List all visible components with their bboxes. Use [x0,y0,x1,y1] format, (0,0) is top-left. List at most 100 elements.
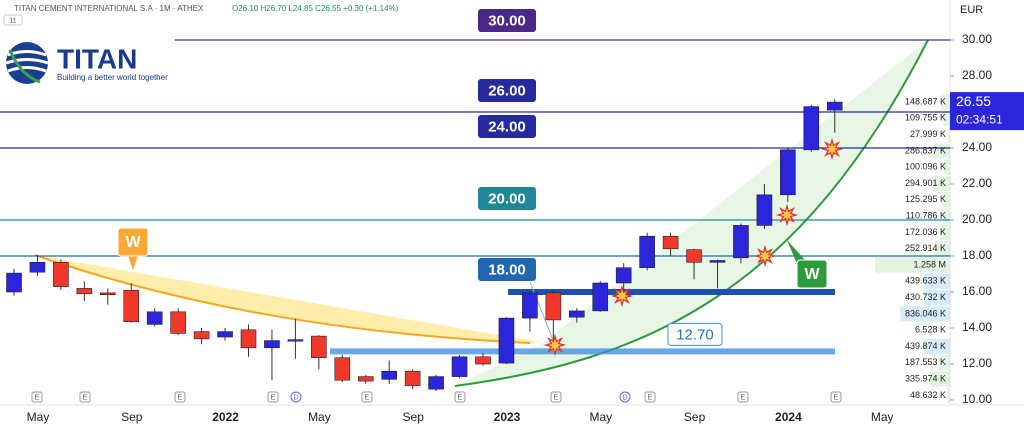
pointer [529,281,554,341]
event-marker [619,391,631,403]
candle-body [568,310,585,318]
candle-body [146,311,163,325]
volume-label: 172.036 K [905,227,946,237]
candle-body [334,357,351,381]
event-label: E [834,394,839,401]
signal-star [820,137,844,161]
marker-box [117,227,149,257]
event-marker [737,391,749,403]
level-label-box [478,79,536,102]
volume-bar [924,289,950,306]
volume-bar [948,126,950,143]
candle-body [756,194,773,226]
candle-body [545,292,562,321]
logo-stripes [8,49,41,84]
event-marker [454,391,466,403]
volume-bar [932,143,950,159]
x-tick-label: Sep [121,410,143,424]
candle-body [709,260,726,263]
volume-label: 100.096 K [905,162,946,172]
candle-body [6,272,22,293]
volume-bar [941,94,950,110]
currency: EUR [960,4,983,16]
volume-label: 836.046 K [905,308,946,318]
candle-body [780,149,796,196]
candle-body [498,317,515,364]
event-marker [361,391,373,403]
event-marker [830,391,842,403]
candle-body [639,235,655,268]
volume-bar [947,387,950,404]
level-label: 24.00 [488,118,526,135]
y-tick-label: 16.00 [962,284,992,298]
yellow-fill [35,255,545,343]
x-tick-label: Sep [684,410,706,424]
event-label: E [35,394,40,401]
candle-body [428,376,444,390]
volume-label: 125.295 K [905,194,946,204]
zone [330,348,835,355]
y-tick-label: 12.00 [962,356,992,370]
volume-bar [932,175,950,192]
volume-bar [938,355,950,371]
marker-label: W [804,266,820,283]
candle-body [240,329,257,349]
candle-body [381,370,398,380]
candle-body [311,335,327,359]
volume-label: 439.874 K [905,341,946,351]
candle-body [475,356,491,365]
marker-label: W [125,234,141,251]
x-tick-label: May [27,410,50,424]
level-label: 30.00 [488,12,526,29]
candle-body [522,292,538,319]
volume-label: 110.786 K [906,210,946,220]
x-tick-label: 2022 [212,410,239,424]
logo-globe [6,42,48,84]
volume-bar [943,208,950,224]
volume-label: 48.632 K [910,390,946,400]
y-tick-label: 30.00 [962,32,992,46]
candle-body [803,106,820,151]
event-marker [79,391,91,403]
volume-bar [923,338,950,355]
volume-label: 148.687 K [905,96,946,106]
drawings [34,39,929,387]
candle-body [170,311,186,334]
level-label-box [478,187,536,210]
y-tick-label: 24.00 [962,140,992,154]
volume-bar [939,224,950,241]
orange-curve [34,254,531,344]
symbol-header: TITAN CEMENT INTERNATIONAL S.A · 1M · AT… [14,4,204,13]
candle-body [53,261,69,287]
volume-label: 187.553 K [905,357,946,367]
candle-body [662,235,679,250]
event-marker [290,391,302,403]
event-marker [644,391,656,403]
candle-body [217,331,233,338]
event-label: E [178,394,183,401]
x-tick-label: 2023 [494,410,521,424]
volume-bar [943,110,950,126]
volume-label: 286.837 K [905,145,946,155]
y-tick-label: 20.00 [962,212,992,226]
candle-body [357,376,374,382]
candle-body [76,288,93,295]
signal-star [543,333,567,357]
volume-label: 294.901 K [905,178,946,188]
event-label: E [741,394,746,401]
event-marker [550,391,562,403]
green-curve [454,39,929,387]
volume-bar [934,241,950,257]
level-label: 20.00 [488,190,526,207]
volume-label: 109.755 K [905,113,946,123]
y-tick-label: 14.00 [962,320,992,334]
candle-body [451,356,468,377]
x-tick-label: May [871,410,894,424]
badge: 11 [9,17,16,24]
y-tick-label: 10.00 [962,392,992,406]
event-label: E [83,394,88,401]
volume-bar [923,273,950,289]
x-tick-label: 2024 [775,410,802,424]
event-label: E [365,394,370,401]
y-tick-label: 22.00 [962,176,992,190]
